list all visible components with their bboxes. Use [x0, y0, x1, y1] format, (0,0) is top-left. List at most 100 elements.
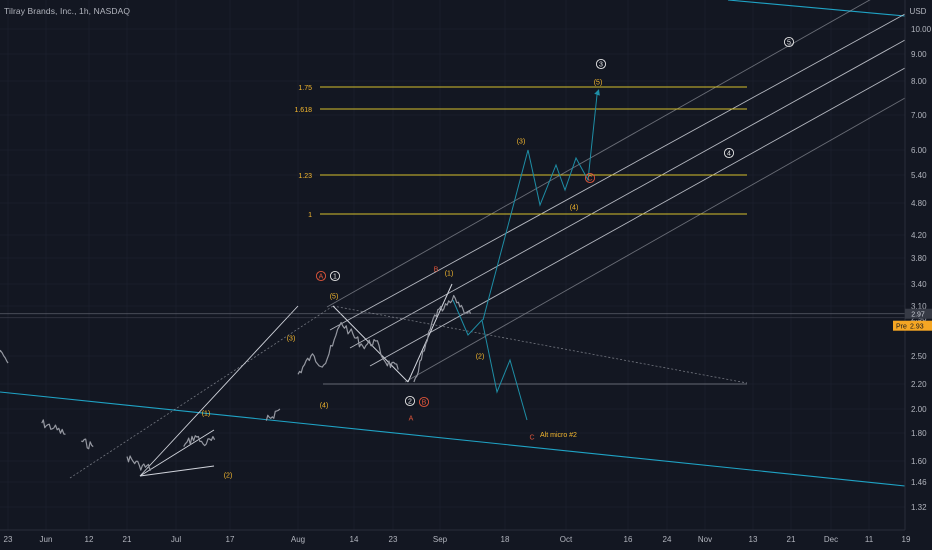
- wave-label: (2): [224, 473, 233, 480]
- wave-label: (3): [287, 336, 296, 343]
- channel-line: [329, 13, 906, 331]
- y-tick-label: 4.80: [911, 199, 927, 208]
- price-line: [183, 435, 216, 447]
- price-line: [297, 321, 399, 375]
- wave-label: (4): [570, 205, 579, 212]
- pre-market-label: Pre: [896, 324, 907, 331]
- annotation-label: Alt micro #2: [540, 432, 577, 439]
- projection-up-arrow: [594, 89, 600, 96]
- x-tick-label: 11: [865, 535, 874, 544]
- trend-layer: [0, 0, 906, 487]
- pre-market-badge: [893, 320, 932, 331]
- triangle-lower: [139, 465, 215, 477]
- x-tick-label: Sep: [433, 535, 448, 544]
- y-tick-label: 2.20: [911, 380, 927, 389]
- fib-level-label: 1.75: [298, 85, 312, 92]
- wave-label: (5): [594, 80, 603, 87]
- y-tick-label: 3.10: [911, 302, 927, 311]
- lower-trendline: [0, 391, 906, 487]
- wave-label: (1): [445, 271, 454, 278]
- wave-label: B: [422, 400, 427, 407]
- channel-line: [369, 67, 906, 367]
- wave-label: (2): [476, 354, 485, 361]
- fib-level-label: 1.618: [294, 107, 312, 114]
- wave-label: (3): [517, 139, 526, 146]
- wave-label-circle: [404, 395, 416, 407]
- y-tick-label: 2.50: [911, 352, 927, 361]
- wave-label-circle: [329, 270, 341, 282]
- y-tick-label: 6.00: [911, 146, 927, 155]
- wave-label: A: [409, 416, 414, 423]
- y-tick-label: 9.00: [911, 50, 927, 59]
- y-tick-label: 1.60: [911, 457, 927, 466]
- wave-line-b: [407, 283, 453, 383]
- x-tick-label: 18: [501, 535, 510, 544]
- y-tick-label: 1.80: [911, 429, 927, 438]
- x-tick-label: Oct: [560, 535, 573, 544]
- last-price-value: 2.97: [911, 312, 925, 319]
- pre-market-value: 2.93: [910, 324, 924, 331]
- price-line: [0, 349, 9, 364]
- channel-line: [349, 39, 906, 349]
- x-tick-label: Aug: [291, 535, 305, 544]
- price-line: [126, 455, 152, 471]
- wave-label-circle: [584, 172, 596, 184]
- y-tick-label: 1.32: [911, 503, 927, 512]
- x-tick-label: 21: [123, 535, 132, 544]
- x-tick-label: 23: [389, 535, 398, 544]
- x-tick-label: 14: [350, 535, 359, 544]
- wave-label: (4): [320, 403, 329, 410]
- x-tick-label: Dec: [824, 535, 838, 544]
- x-tick-label: 12: [85, 535, 94, 544]
- x-tick-label: 17: [226, 535, 235, 544]
- y-tick-label: 4.20: [911, 231, 927, 240]
- y-tick-label: 2.00: [911, 405, 927, 414]
- x-tick-label: 21: [787, 535, 796, 544]
- wave-label: C: [529, 435, 534, 442]
- x-tick-label: Nov: [698, 535, 712, 544]
- wave-labels-layer: (1) (2) (3) (4) (5) (1) (2) (3) (4) (5) 1 2 3 4 5 A B C B A…: [202, 36, 795, 480]
- last-price-badge: [905, 308, 932, 319]
- currency-label: USD: [910, 7, 927, 16]
- y-tick-label: 10.00: [911, 25, 932, 34]
- x-tick-label: 16: [624, 535, 633, 544]
- price-axis-bg: [905, 0, 932, 550]
- price-line: [81, 438, 94, 450]
- x-tick-label: 19: [902, 535, 911, 544]
- wave-label-circle: [723, 147, 735, 159]
- rally-line: [139, 305, 299, 477]
- chart-title: Tilray Brands, Inc., 1h, NASDAQ: [4, 6, 131, 16]
- wave-label: (5): [330, 294, 339, 301]
- dotted-trend-up: [69, 305, 334, 479]
- x-tick-label: 13: [749, 535, 758, 544]
- fib-level-label: 1.23: [298, 173, 312, 180]
- channel-line: [326, 0, 871, 308]
- y-tick-label: 5.40: [911, 171, 927, 180]
- price-line: [413, 294, 472, 383]
- projection-down: [452, 299, 528, 421]
- time-axis-bg: [0, 530, 932, 550]
- y-tick-label: 3.80: [911, 254, 927, 263]
- wave-label-circle: [315, 270, 327, 282]
- fib-level-label: 1: [308, 212, 312, 219]
- wave-label: A: [319, 274, 324, 281]
- x-tick-label: 24: [663, 535, 672, 544]
- y-tick-label: 8.00: [911, 77, 927, 86]
- wave-label-circle: [783, 36, 795, 48]
- wave-label-circle: [418, 396, 430, 408]
- x-tick-label: Jul: [171, 535, 181, 544]
- triangle-upper: [139, 429, 215, 477]
- wave-label-circle: [595, 58, 607, 70]
- wave-label: 2: [408, 399, 412, 406]
- y-tick-label: 7.00: [911, 111, 927, 120]
- y-tick-label: 3.40: [911, 280, 927, 289]
- wave-label: B: [434, 267, 439, 274]
- price-line: [265, 408, 281, 421]
- grid-layer: [0, 0, 906, 530]
- x-tick-label: Jun: [40, 535, 53, 544]
- upper-trendline: [727, 0, 906, 17]
- y-tick-label: 1.46: [911, 478, 927, 487]
